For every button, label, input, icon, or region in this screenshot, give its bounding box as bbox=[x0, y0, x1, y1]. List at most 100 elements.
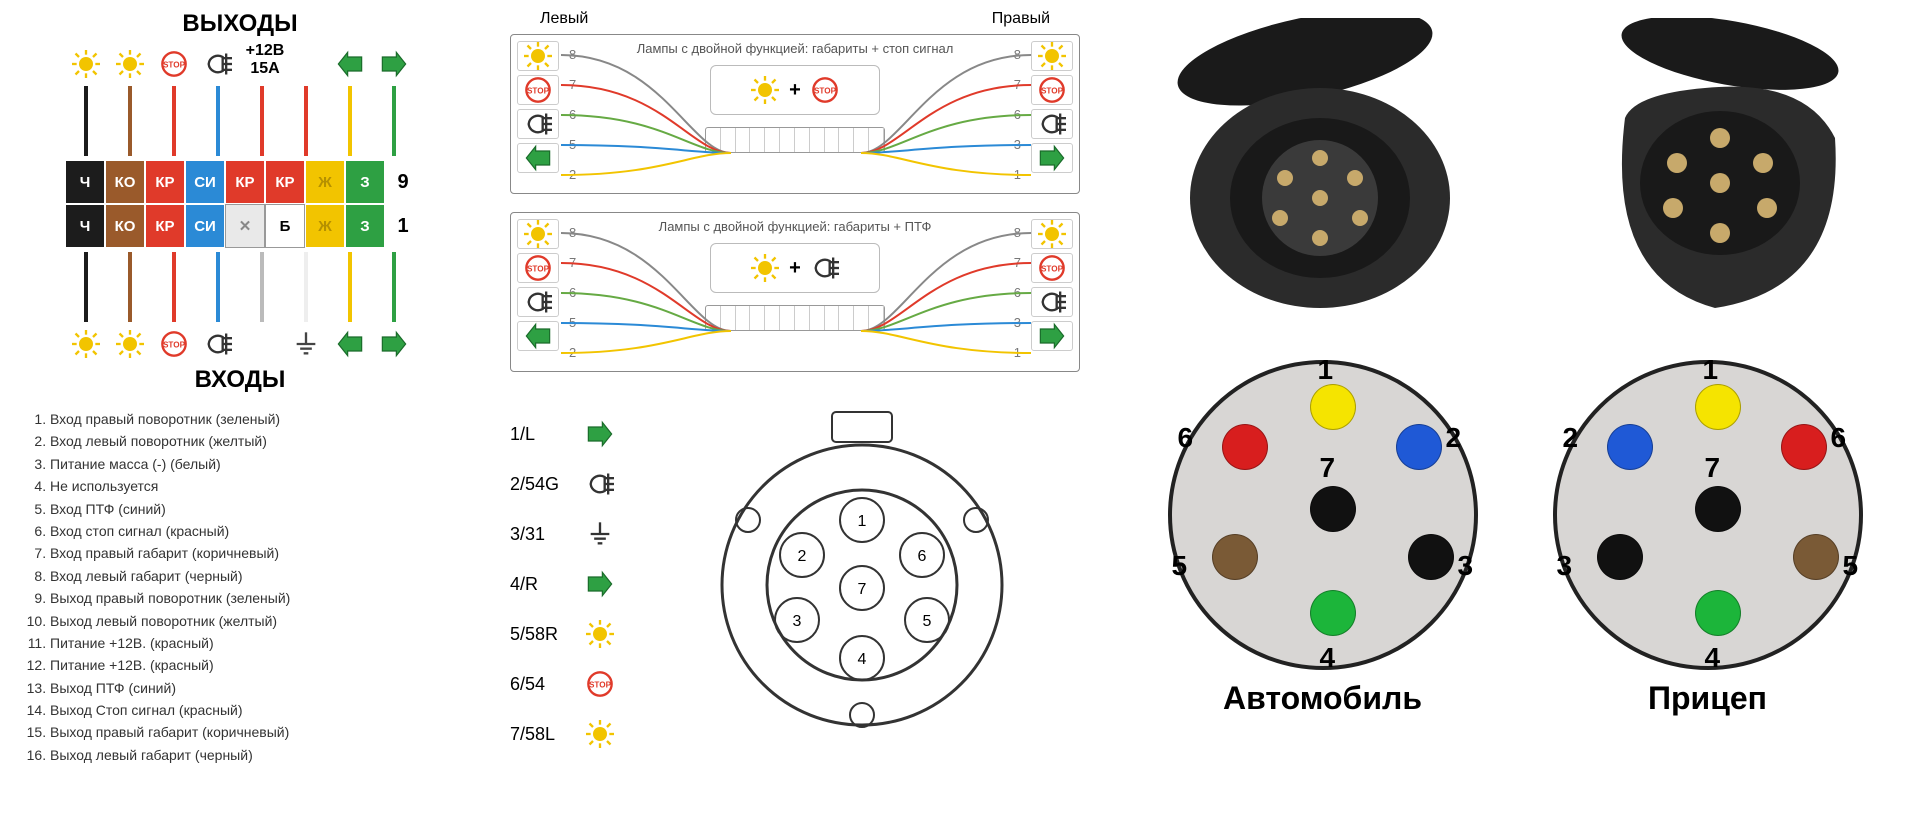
list-item: Вход правый габарит (коричневый) bbox=[50, 542, 450, 564]
blank-icon bbox=[242, 326, 282, 362]
list-item: Питание +12В. (красный) bbox=[50, 654, 450, 676]
wire-number: 1 bbox=[1014, 167, 1021, 182]
lamp-caption: Лампы с двойной функцией: габариты + сто… bbox=[637, 41, 954, 56]
wire-number: 2 bbox=[569, 345, 576, 360]
pin-dot bbox=[1310, 486, 1356, 532]
pin-number: 7 bbox=[1320, 452, 1336, 484]
arrow-icon bbox=[374, 326, 414, 362]
pin-number: 3 bbox=[1458, 550, 1474, 582]
list-item: Выход левый поворотник (желтый) bbox=[50, 610, 450, 632]
legend-row: 6/54 bbox=[510, 670, 614, 698]
wire-number: 5 bbox=[569, 137, 576, 152]
legend-row: 3/31 bbox=[510, 520, 614, 548]
svg-text:1: 1 bbox=[858, 513, 867, 530]
arrow-icon bbox=[330, 326, 370, 362]
list-item: Выход правый габарит (коричневый) bbox=[50, 721, 450, 743]
label-car: Автомобиль bbox=[1158, 680, 1488, 717]
pin-dot bbox=[1212, 534, 1258, 580]
pin-number: 6 bbox=[1831, 422, 1847, 454]
pin-description-list: Вход правый поворотник (зеленый) Вход лев… bbox=[30, 408, 450, 766]
terminal-cell: ✕ bbox=[225, 204, 265, 248]
top-icons-row: +12В15А bbox=[30, 46, 450, 82]
panel-wiring-module: ВЫХОДЫ +12В15А ЧКОКРСИКРКРЖЗ9 ЧКОКРСИ✕БЖ… bbox=[30, 10, 450, 807]
plug-photo bbox=[1545, 18, 1875, 323]
legend-row: 4/R bbox=[510, 570, 614, 598]
pin-number: 3 bbox=[1557, 550, 1573, 582]
light-icon bbox=[1031, 219, 1073, 249]
title-outputs: ВЫХОДЫ bbox=[30, 10, 450, 38]
terminal-cell: Ж bbox=[305, 160, 345, 204]
wire-number: 5 bbox=[569, 315, 576, 330]
socket-pin-legend: 1/L2/54G3/314/R5/58R6/547/58L bbox=[510, 410, 614, 748]
terminal-cell: КР bbox=[145, 204, 185, 248]
ground-icon bbox=[286, 326, 326, 362]
lamp-block-stop: Лампы с двойной функцией: габариты + сто… bbox=[510, 34, 1080, 194]
list-item: Вход правый поворотник (зеленый) bbox=[50, 408, 450, 430]
stop-icon bbox=[1031, 253, 1073, 283]
pin-number: 2 bbox=[1446, 422, 1462, 454]
stop-icon bbox=[517, 75, 559, 105]
list-item: Выход Стоп сигнал (красный) bbox=[50, 699, 450, 721]
legend-row: 2/54G bbox=[510, 470, 614, 498]
pinface-row: 1234567 Автомобиль 1654327 Прицеп bbox=[1140, 360, 1890, 700]
fog-icon bbox=[198, 46, 238, 82]
wire-number: 8 bbox=[569, 225, 576, 240]
list-item: Питание +12В. (красный) bbox=[50, 632, 450, 654]
terminal-cell: КР bbox=[145, 160, 185, 204]
terminal-cell: СИ bbox=[185, 160, 225, 204]
wire-number: 7 bbox=[569, 255, 576, 270]
pin-number: 2 bbox=[1563, 422, 1579, 454]
panel-lamp-diagrams: Левый Правый Лампы с двойной функцией: г… bbox=[510, 10, 1080, 807]
connector-strip bbox=[705, 127, 885, 153]
wires-bottom bbox=[30, 252, 450, 322]
terminal-cell: КР bbox=[225, 160, 265, 204]
svg-text:4: 4 bbox=[858, 651, 867, 668]
label-right: Правый bbox=[992, 10, 1050, 28]
svg-text:2: 2 bbox=[798, 548, 807, 565]
pin-dot bbox=[1396, 424, 1442, 470]
legend-row: 5/58R bbox=[510, 620, 614, 648]
list-item: Вход стоп сигнал (красный) bbox=[50, 520, 450, 542]
list-item: Выход ПТФ (синий) bbox=[50, 677, 450, 699]
pin-dot bbox=[1222, 424, 1268, 470]
arrow-icon bbox=[1031, 143, 1073, 173]
pin-dot bbox=[1781, 424, 1827, 470]
pinface-trailer: 1654327 Прицеп bbox=[1543, 360, 1873, 700]
wire-number: 6 bbox=[569, 285, 576, 300]
fog-icon bbox=[517, 287, 559, 317]
pin-number: 5 bbox=[1172, 550, 1188, 582]
photos-row bbox=[1140, 10, 1890, 330]
pin-dot bbox=[1793, 534, 1839, 580]
light-icon bbox=[66, 326, 106, 362]
light-icon bbox=[517, 41, 559, 71]
connector-strip bbox=[705, 305, 885, 331]
svg-text:7: 7 bbox=[858, 581, 867, 598]
stop-icon bbox=[1031, 75, 1073, 105]
pin-dot bbox=[1607, 424, 1653, 470]
wire-number: 1 bbox=[1014, 345, 1021, 360]
list-item: Выход правый поворотник (зеленый) bbox=[50, 587, 450, 609]
wire-number: 6 bbox=[1014, 107, 1021, 122]
light-icon bbox=[110, 326, 150, 362]
pin-number: 1 bbox=[1318, 354, 1334, 386]
terminal-cell: СИ bbox=[185, 204, 225, 248]
wire-number: 3 bbox=[1014, 137, 1021, 152]
text-icon: +12В15А bbox=[242, 46, 282, 82]
arrow-icon bbox=[517, 321, 559, 351]
terminal-cell: Ч bbox=[65, 204, 105, 248]
svg-text:3: 3 bbox=[793, 613, 802, 630]
list-item: Выход левый габарит (черный) bbox=[50, 744, 450, 766]
fog-icon bbox=[1031, 109, 1073, 139]
arrow-icon bbox=[330, 46, 370, 82]
list-item: Вход левый габарит (черный) bbox=[50, 565, 450, 587]
arrow-icon bbox=[517, 143, 559, 173]
wire-number: 6 bbox=[1014, 285, 1021, 300]
terminal-cell: КО bbox=[105, 160, 145, 204]
lamp-block-fog: Лампы с двойной функцией: габариты + ПТФ… bbox=[510, 212, 1080, 372]
terminal-cell: КР bbox=[265, 160, 305, 204]
wire-number: 2 bbox=[569, 167, 576, 182]
socket-legend-area: 1/L2/54G3/314/R5/58R6/547/58L 1234567 bbox=[510, 410, 1080, 748]
pinface-car: 1234567 Автомобиль bbox=[1158, 360, 1488, 700]
legend-row: 1/L bbox=[510, 420, 614, 448]
pin-number: 1 bbox=[1703, 354, 1719, 386]
